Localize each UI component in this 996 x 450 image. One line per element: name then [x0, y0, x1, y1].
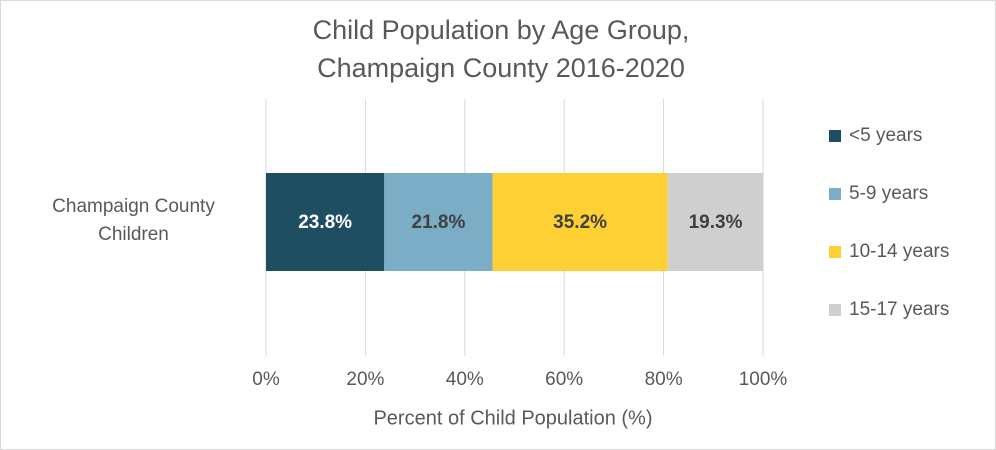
legend-swatch: [829, 188, 841, 200]
x-tick-label: 80%: [645, 369, 683, 390]
chart-title: Child Population by Age Group, Champaign…: [312, 15, 690, 83]
legend-label: <5 years: [849, 125, 922, 146]
legend-swatch: [829, 246, 841, 258]
x-tick-label: 60%: [545, 369, 583, 390]
x-tick-label: 20%: [346, 369, 384, 390]
legend-label: 5-9 years: [849, 183, 928, 204]
bar-segment: [266, 173, 385, 271]
bar-segment: [667, 173, 764, 271]
legend-swatch: [829, 130, 841, 142]
data-label: 23.8%: [298, 212, 352, 233]
bar-segment: [492, 173, 668, 271]
legend-swatch: [829, 304, 841, 316]
legend-label: 10-14 years: [849, 241, 949, 262]
x-tick-label: 100%: [739, 369, 788, 390]
x-tick-label: 0%: [252, 369, 280, 390]
bar-segment: [384, 173, 493, 271]
legend-label: 15-17 years: [849, 299, 949, 320]
data-label: 35.2%: [553, 212, 607, 233]
x-axis-title: Percent of Child Population (%): [373, 407, 652, 429]
y-tick-label: Champaign County Children: [52, 196, 215, 245]
x-tick-label: 40%: [446, 369, 484, 390]
data-label: 19.3%: [689, 212, 743, 233]
data-label: 21.8%: [412, 212, 466, 233]
